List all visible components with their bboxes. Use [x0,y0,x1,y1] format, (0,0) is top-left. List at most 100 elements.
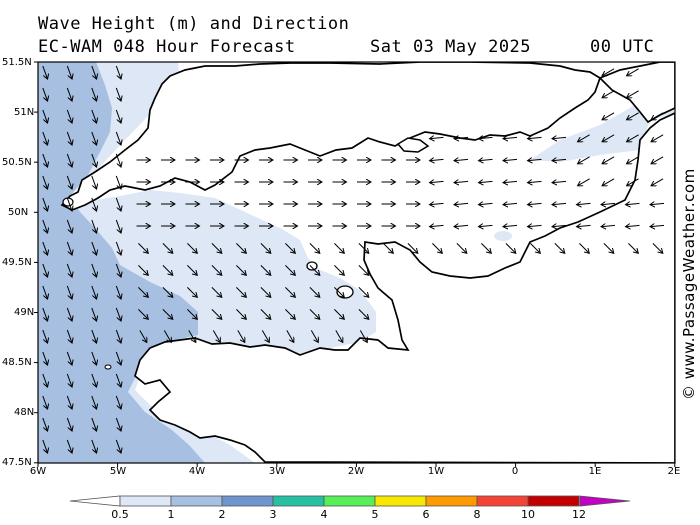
wave-arrow [66,131,71,144]
lat-label: 51N [14,107,35,118]
wave-arrow [138,243,147,252]
wave-arrow [627,134,639,142]
wave-arrow [115,263,120,276]
wave-arrow [504,181,518,182]
wave-arrow [66,153,71,166]
wave-arrow [91,329,96,342]
wave-arrow [603,178,615,186]
wave-arrow [456,243,466,252]
wave-arrow [553,225,567,226]
wave-arrow [578,156,590,164]
wave-arrow [553,137,567,138]
wave-arrow [115,87,120,100]
wave-arrow [578,178,590,186]
wave-arrow [335,330,343,341]
colorbar-cell [425,495,478,507]
wave-arrow [455,225,469,226]
wave-arrow [42,109,47,122]
lon-label: 4W [188,466,206,477]
wave-arrow [309,287,319,296]
wave-arrow [578,134,590,142]
wave-arrow [91,351,96,364]
colorbar-label: 10 [521,508,535,521]
wave-arrow [455,203,469,204]
wave-arrow [42,329,47,342]
wave-arrow [138,287,147,296]
wave-arrow [455,137,469,138]
wave-arrow [602,225,616,226]
wave-arrow [602,203,616,204]
colorbar-cell [323,495,376,507]
lon-label: 6W [29,466,47,477]
wave-arrow [309,243,319,252]
wave-arrow [237,330,245,341]
wave-arrow [627,178,639,186]
wave-arrow [652,178,664,186]
wave-arrow [66,241,71,254]
wave-arrow [529,159,542,160]
wave-arrow [91,395,96,408]
colorbar-label: 5 [371,508,379,521]
wave-arrow [358,243,368,252]
wave-arrow [627,156,639,164]
lat-label: 50N [8,207,29,218]
wave-arrow [627,112,639,120]
colorbar-low-triangle [69,495,121,507]
lat-label: 51.5N [2,57,32,68]
wave-arrow [236,287,245,296]
wave-arrow [91,373,96,386]
wave-arrow [42,87,47,100]
colorbar-label: 1 [167,508,175,521]
wave-arrow [42,219,47,232]
map-title: Wave Height (m) and Direction [38,14,350,34]
wave-arrow [115,373,120,386]
wave-arrow [529,203,542,204]
wave-arrow [651,225,665,226]
wave-arrow [42,373,47,386]
lon-label: 0 [511,466,519,477]
lat-label: 48.5N [2,357,32,368]
wave-arrow [115,395,120,408]
wave-arrow [115,175,120,188]
wave-arrow [115,307,120,320]
colorbar-label: 8 [473,508,481,521]
wave-arrow [455,159,469,160]
lat-label: 47.5N [2,457,32,468]
lon-label: 1E [588,466,602,477]
wave-arrow [554,243,564,252]
wave-arrow [66,87,71,100]
lon-label: 5W [109,466,127,477]
wave-arrow [115,329,120,342]
wave-arrow [66,197,71,210]
wave-arrow [504,159,518,160]
colorbar [69,495,631,507]
wave-arrow [652,112,664,120]
wave-arrow [505,243,515,252]
map-area [38,62,675,463]
colorbar-cell [170,495,223,507]
wave-arrow [66,109,71,122]
wave-arrow [504,225,518,226]
lon-label: 3W [268,466,286,477]
wave-arrow [627,203,640,204]
wave-arrow [480,181,493,182]
wave-arrow [66,417,71,430]
wave-arrow [42,175,47,188]
wave-arrow [115,241,120,254]
wave-arrow [115,109,120,122]
colorbar-cell [119,495,172,507]
wave-arrow [187,287,196,296]
wave-arrow [431,203,444,204]
wave-arrow [309,309,319,318]
wave-arrow [553,203,567,204]
wave-arrow [481,243,490,252]
wave-arrow [42,197,47,210]
colorbar-cell [374,495,427,507]
wave-arrow [188,330,196,341]
wave-arrow [432,243,441,252]
wave-arrow [42,285,47,298]
wave-arrow [480,203,493,204]
wave-arrow [260,309,270,318]
wave-arrow [530,243,539,252]
